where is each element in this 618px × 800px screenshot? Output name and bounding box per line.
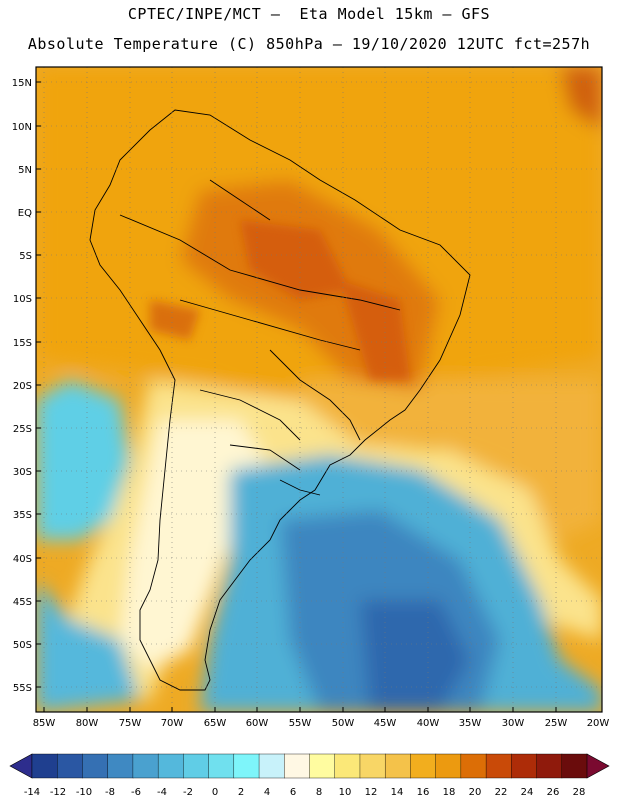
colorbar-swatch [485,753,512,779]
colorbar-label: -8 [105,787,115,798]
colorbar-swatch [309,753,336,779]
colorbar-swatch [536,753,563,779]
colorbar-label: 8 [316,787,322,798]
longitude-labels: 85W 80W 75W 70W 65W 60W 55W 50W 45W 40W … [33,718,610,729]
lat-label: 15N [12,78,32,89]
axis-ticks [36,81,557,712]
colorbar-label: -12 [50,787,66,798]
lon-label: 40W [417,718,440,729]
colorbar-swatch [359,753,386,779]
colorbar-label: 14 [391,787,404,798]
lon-label: 65W [204,718,227,729]
lon-label: 85W [33,718,56,729]
colorbar-label: -14 [24,787,40,798]
colorbar-label: 12 [365,787,378,798]
lat-label: 15S [13,338,32,349]
lat-label: 20S [13,381,32,392]
colorbar-label: -2 [183,787,193,798]
colorbar-label: -6 [131,787,141,798]
colorbar-label: 26 [547,787,560,798]
colorbar-swatch [107,753,134,779]
lon-label: 50W [332,718,355,729]
lat-label: 5N [18,165,32,176]
lon-label: 80W [76,718,99,729]
lat-label: 25S [13,424,32,435]
coastline-and-borders [89,109,471,691]
map-frame [35,66,603,713]
colorbar-swatch [233,753,260,779]
lat-label: 35S [13,510,32,521]
colorbar-swatch [460,753,487,779]
colorbar-swatch [157,753,184,779]
lat-label: 50S [13,640,32,651]
colorbar-label: 20 [469,787,482,798]
colorbar-swatch [561,753,588,779]
lat-label: 10S [13,294,32,305]
colorbar-swatch [334,753,361,779]
lat-label: 40S [13,554,32,565]
lon-label: 55W [289,718,312,729]
colorbar-swatch [284,753,310,779]
colorbar-label: 0 [212,787,218,798]
colorbar-swatch [208,753,235,779]
lon-label: 75W [119,718,142,729]
colorbar-label: 6 [290,787,296,798]
lat-label: 30S [13,467,32,478]
colorbar-swatch [511,753,538,779]
colorbar-swatch [82,753,109,779]
lat-label: 45S [13,597,32,608]
colorbar-label: 10 [339,787,352,798]
colorbar-label: -4 [157,787,167,798]
colorbar-swatch [57,753,83,779]
colorbar-under-arrow [9,753,33,779]
lat-label: EQ [18,208,32,219]
lat-label: 10N [12,122,32,133]
colorbar-swatch [258,753,285,779]
colorbar-swatch [435,753,462,779]
colorbar-label: 4 [264,787,270,798]
colorbar-label: 22 [495,787,508,798]
colorbar: -14 -12 -10 -8 -6 -4 -2 0 2 4 6 8 10 12 … [9,753,610,798]
temperature-field [36,67,602,712]
colorbar-swatch [183,753,210,779]
lat-label: 55S [13,683,32,694]
lon-label: 70W [161,718,184,729]
colorbar-label: -10 [76,787,92,798]
lon-label: 60W [246,718,269,729]
colorbar-label: 2 [238,787,244,798]
colorbar-swatch [31,753,58,779]
colorbar-over-arrow [586,753,610,779]
latitude-labels: 15N 10N 5N EQ 5S 10S 15S 20S 25S 30S 35S… [12,78,32,694]
colorbar-label: 18 [443,787,456,798]
colorbar-swatch [132,753,159,779]
colorbar-swatch [384,753,411,779]
colorbar-label: 28 [573,787,586,798]
lon-label: 20W [587,718,610,729]
colorbar-label: 24 [521,787,534,798]
lon-label: 45W [374,718,397,729]
colorbar-label: 16 [417,787,430,798]
lon-label: 25W [545,718,568,729]
lon-label: 30W [502,718,525,729]
lat-label: 5S [19,251,32,262]
lon-label: 35W [459,718,482,729]
colorbar-swatch [410,753,437,779]
map-title-line-2: Absolute Temperature (C) 850hPa – 19/10/… [27,35,591,53]
map-title-line-1: CPTEC/INPE/MCT – Eta Model 15km – GFS [127,5,491,23]
